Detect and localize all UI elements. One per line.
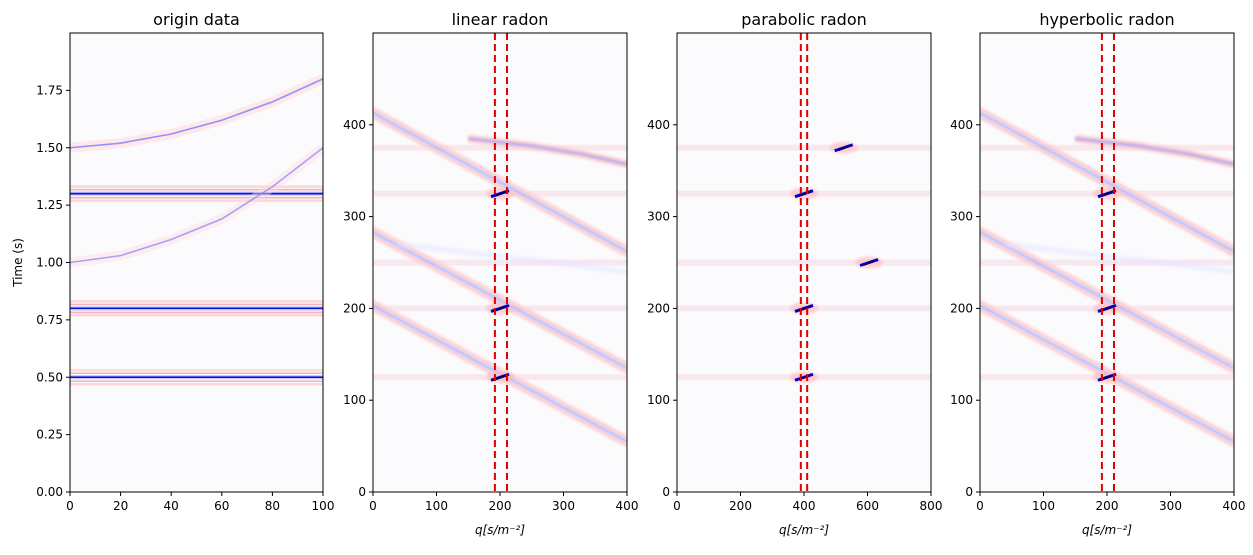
- x-axis-label: q[s/m⁻²]: [779, 523, 829, 537]
- y-tick-label: 0: [358, 485, 366, 499]
- x-tick-label: 40: [164, 499, 179, 513]
- diagonal-streak-halo: [373, 107, 627, 250]
- y-tick-label: 1.50: [36, 141, 63, 155]
- y-tick-label: 1.25: [36, 198, 63, 212]
- diagonal-streak-halo: [980, 107, 1234, 250]
- x-tick-label: 100: [312, 499, 335, 513]
- faint-streak: [398, 242, 627, 274]
- y-tick-label: 400: [343, 118, 366, 132]
- panel-1: 0 20 40 60 80 100 0.00 0.25 0.50 0.75 1.00 1.25 1.50…: [11, 10, 334, 513]
- y-tick-label: 100: [950, 393, 973, 407]
- plot-background: [70, 33, 323, 492]
- x-tick-label: 20: [113, 499, 128, 513]
- y-tick-label: 0: [662, 485, 670, 499]
- panel-3: 0 200 400 600 800 0 100 200 300 400 parabolic rado…: [647, 10, 942, 537]
- diagonal-streak: [980, 111, 1234, 253]
- y-tick-label: 100: [647, 393, 670, 407]
- y-tick-label: 0.75: [36, 313, 63, 327]
- event-3: [70, 185, 323, 202]
- plot-area: [373, 33, 627, 492]
- x-tick-label: 100: [425, 499, 448, 513]
- plot-area: [70, 74, 323, 386]
- event-curve: [70, 147, 323, 264]
- plot-area: [677, 33, 931, 492]
- chart-title: linear radon: [452, 10, 549, 29]
- plot-area: [980, 33, 1234, 492]
- event-4: [70, 143, 323, 268]
- diagonal-streak: [373, 111, 627, 253]
- y-tick-label: 0.00: [36, 485, 63, 499]
- x-tick-label: 60: [214, 499, 229, 513]
- x-tick-label: 400: [793, 499, 816, 513]
- event-curve: [70, 78, 323, 149]
- diagonal-streak-halo: [373, 226, 627, 366]
- y-tick-label: 100: [343, 393, 366, 407]
- event-2: [70, 300, 323, 317]
- diagonal-streak-halo: [980, 115, 1234, 258]
- diagonal-streak: [980, 231, 1234, 370]
- y-tick-label: 0.50: [36, 370, 63, 384]
- y-tick-label: 300: [647, 210, 670, 224]
- diagonal-streak: [373, 231, 627, 370]
- x-tick-label: 0: [369, 499, 377, 513]
- focus-core: [1101, 306, 1113, 312]
- diagonal-streak-halo: [980, 299, 1234, 440]
- focus-core: [838, 145, 849, 151]
- x-tick-label: 80: [265, 499, 280, 513]
- y-tick-label: 300: [343, 210, 366, 224]
- panel-4: 0 100 200 300 400 0 100 200 300 400 hyperbolic rad…: [950, 10, 1245, 537]
- y-tick-label: 200: [343, 301, 366, 315]
- focus-core: [494, 306, 506, 312]
- curve-streak: [1075, 137, 1234, 166]
- faint-streak: [1005, 242, 1234, 274]
- diagonal-streak-halo: [373, 299, 627, 440]
- y-tick-label: 400: [950, 118, 973, 132]
- diagonal-streak-halo: [980, 226, 1234, 366]
- x-tick-label: 300: [552, 499, 575, 513]
- x-tick-label: 200: [489, 499, 512, 513]
- x-tick-label: 200: [729, 499, 752, 513]
- diagonal-streak-halo: [373, 115, 627, 258]
- y-tick-label: 300: [950, 210, 973, 224]
- focus-core: [863, 260, 875, 266]
- x-tick-label: 400: [1223, 499, 1246, 513]
- y-tick-label: 1.75: [36, 83, 63, 97]
- event-1: [70, 369, 323, 386]
- curve-streak: [468, 137, 627, 166]
- x-axis-label: q[s/m⁻²]: [1082, 523, 1132, 537]
- y-tick-label: 1.00: [36, 256, 63, 270]
- x-tick-label: 400: [616, 499, 639, 513]
- y-tick-label: 200: [647, 301, 670, 315]
- x-tick-label: 100: [1032, 499, 1055, 513]
- x-axis-label: q[s/m⁻²]: [475, 523, 525, 537]
- event-5: [70, 74, 323, 153]
- chart-title: hyperbolic radon: [1039, 10, 1174, 29]
- y-tick-label: 0.25: [36, 428, 63, 442]
- y-tick-label: 400: [647, 118, 670, 132]
- focus-core: [494, 191, 506, 197]
- panel-2: 0 100 200 300 400 0 100 200 300 400 linear radon q[…: [343, 10, 638, 537]
- x-tick-label: 300: [1159, 499, 1182, 513]
- y-axis-label: Time (s): [11, 238, 25, 288]
- chart-title: parabolic radon: [741, 10, 867, 29]
- focus-core: [1101, 375, 1113, 381]
- x-tick-label: 600: [856, 499, 879, 513]
- focus-core: [1101, 191, 1113, 197]
- x-tick-label: 200: [1096, 499, 1119, 513]
- x-tick-label: 0: [976, 499, 984, 513]
- x-tick-label: 800: [920, 499, 943, 513]
- focus-core: [494, 375, 506, 381]
- chart-title: origin data: [153, 10, 240, 29]
- y-tick-label: 200: [950, 301, 973, 315]
- x-tick-label: 0: [66, 499, 74, 513]
- x-tick-label: 0: [673, 499, 681, 513]
- y-tick-label: 0: [965, 485, 973, 499]
